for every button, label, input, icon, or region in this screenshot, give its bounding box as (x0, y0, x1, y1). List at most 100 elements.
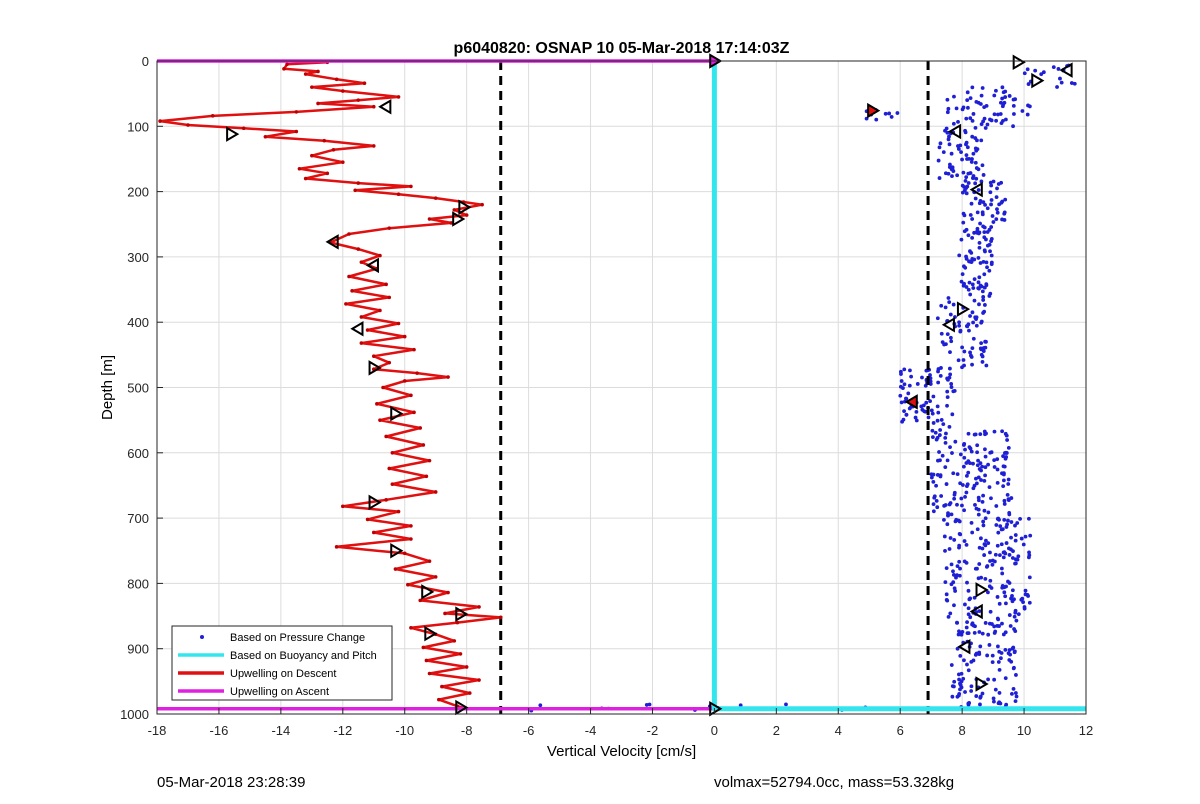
scatter-point (538, 703, 543, 708)
scatter-point (999, 542, 1004, 547)
descent-point (427, 217, 432, 221)
descent-point (427, 671, 432, 676)
scatter-point (930, 411, 935, 416)
scatter-point (999, 180, 1004, 185)
scatter-point (895, 111, 900, 115)
x-tick-label: -18 (148, 723, 167, 738)
scatter-point (887, 111, 892, 116)
y-tick-label: 600 (127, 446, 149, 461)
scatter-point (990, 562, 995, 567)
descent-point (331, 148, 336, 152)
scatter-point (946, 614, 951, 619)
scatter-point (1019, 536, 1024, 541)
descent-point (436, 697, 441, 702)
x-tick-label: -10 (395, 723, 414, 738)
scatter-point (1027, 553, 1032, 558)
scatter-point (933, 430, 938, 435)
scatter-point (1000, 85, 1005, 90)
triangle-marker (1012, 54, 1026, 71)
scatter-point (982, 272, 987, 277)
descent-point (387, 295, 392, 300)
scatter-point (1011, 104, 1016, 108)
scatter-point (994, 523, 999, 527)
scatter-point (1022, 71, 1027, 76)
scatter-point (957, 545, 961, 550)
scatter-point (998, 112, 1003, 116)
scatter-point (980, 499, 985, 504)
scatter-point (995, 595, 1000, 599)
scatter-point (986, 541, 991, 546)
scatter-point (968, 96, 973, 101)
scatter-point (984, 538, 988, 543)
descent-point (387, 226, 392, 230)
scatter-point (937, 433, 942, 437)
scatter-point (990, 558, 995, 563)
scatter-point (973, 160, 978, 165)
descent-point (384, 282, 388, 287)
scatter-point (904, 412, 909, 417)
scatter-point (980, 691, 985, 696)
descent-point (412, 347, 416, 352)
scatter-point (1027, 600, 1032, 605)
scatter-point (945, 97, 950, 102)
scatter-point (962, 229, 967, 234)
scatter-point (956, 119, 960, 124)
scatter-point (972, 230, 977, 235)
scatter-point (1005, 492, 1010, 497)
scatter-point (979, 478, 983, 482)
scatter-point (983, 447, 987, 452)
scatter-point (970, 85, 975, 90)
scatter-point (958, 481, 963, 486)
x-tick-label: -2 (647, 723, 659, 738)
scatter-point (951, 471, 956, 476)
scatter-point (928, 382, 933, 386)
scatter-point (949, 385, 954, 389)
scatter-point (992, 112, 997, 117)
scatter-point (1072, 81, 1077, 86)
legend-swatch (200, 635, 204, 639)
scatter-point (986, 462, 990, 467)
scatter-point (939, 331, 944, 336)
scatter-point (954, 106, 959, 111)
scatter-point (968, 350, 972, 355)
scatter-point (969, 520, 974, 525)
scatter-point (909, 374, 914, 379)
scatter-point (968, 249, 972, 254)
scatter-point (1011, 124, 1015, 129)
scatter-point (992, 677, 997, 682)
scatter-point (1001, 555, 1006, 560)
scatter-point (973, 196, 978, 201)
scatter-point (915, 382, 920, 386)
descent-point (421, 443, 426, 447)
descent-point (316, 69, 320, 74)
scatter-point (1003, 594, 1008, 599)
scatter-point (980, 354, 985, 359)
scatter-point (1005, 522, 1009, 527)
scatter-point (970, 157, 974, 161)
scatter-point (923, 409, 928, 414)
scatter-point (982, 478, 987, 483)
scatter-point (944, 592, 949, 597)
scatter-point (961, 170, 966, 175)
descent-point (396, 509, 401, 514)
descent-point (285, 62, 289, 67)
scatter-point (928, 399, 932, 404)
scatter-point (942, 518, 946, 522)
x-axis-label: Vertical Velocity [cm/s] (547, 743, 696, 760)
scatter-point (988, 249, 992, 254)
scatter-point (987, 485, 992, 490)
scatter-point (955, 573, 959, 578)
descent-point (362, 81, 367, 86)
scatter-point (981, 200, 986, 205)
scatter-point (983, 202, 987, 207)
scatter-point (980, 210, 985, 215)
scatter-point (972, 432, 977, 437)
scatter-point (949, 512, 954, 517)
scatter-point (901, 386, 905, 390)
descent-point (396, 192, 401, 197)
scatter-point (996, 644, 1000, 649)
scatter-point (997, 691, 1002, 695)
scatter-point (940, 340, 945, 344)
scatter-point (981, 173, 986, 177)
scatter-point (955, 472, 960, 477)
